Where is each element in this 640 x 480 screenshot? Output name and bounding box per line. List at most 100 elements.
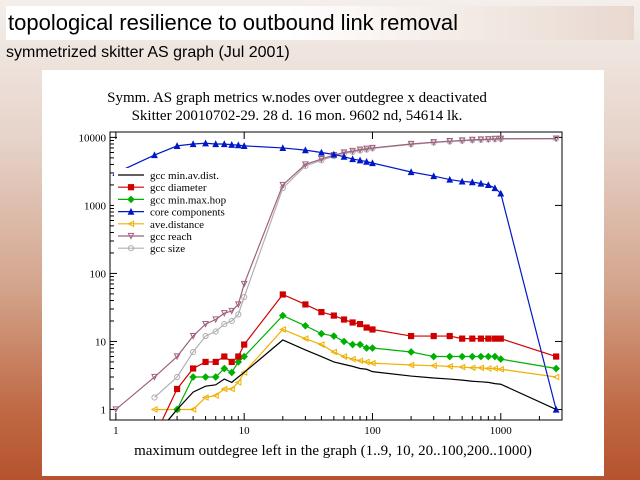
data-point — [202, 320, 209, 328]
data-point — [340, 149, 348, 157]
data-point — [318, 148, 325, 156]
data-point — [240, 352, 248, 361]
data-point — [430, 139, 438, 146]
data-point — [362, 344, 371, 352]
x-tick-label: 100 — [364, 425, 381, 437]
x-tick-label: 10 — [239, 425, 251, 437]
data-point — [356, 146, 364, 154]
data-point — [212, 140, 220, 148]
legend-marker — [127, 232, 135, 240]
data-point — [468, 136, 476, 144]
data-point — [330, 348, 337, 356]
data-point — [317, 341, 325, 348]
data-point — [234, 141, 242, 149]
data-point — [189, 373, 197, 381]
data-point — [189, 332, 197, 340]
series-line — [167, 314, 557, 420]
data-point — [446, 138, 454, 145]
data-point — [407, 140, 415, 148]
data-point — [221, 353, 228, 360]
data-point — [317, 329, 326, 338]
data-point — [173, 373, 181, 381]
data-point — [228, 307, 236, 315]
data-point — [363, 157, 371, 165]
data-point — [211, 392, 219, 399]
data-point — [458, 352, 466, 361]
data-point — [234, 358, 243, 366]
data-point — [212, 328, 219, 335]
data-point — [477, 136, 485, 144]
series-line — [161, 293, 557, 420]
data-point — [484, 181, 492, 189]
data-point — [430, 172, 438, 180]
data-point — [228, 141, 236, 148]
data-point — [446, 332, 453, 340]
data-point — [491, 135, 499, 143]
data-point — [349, 319, 356, 326]
data-point — [484, 136, 492, 143]
y-tick-label: 100 — [90, 268, 107, 280]
data-point — [430, 332, 437, 340]
data-point — [228, 358, 235, 366]
data-point — [446, 362, 453, 370]
data-point — [227, 368, 236, 377]
data-point — [190, 348, 197, 356]
data-point — [201, 373, 210, 381]
data-point — [458, 137, 466, 145]
data-point — [151, 373, 158, 381]
data-point — [407, 168, 415, 176]
data-point — [173, 385, 181, 393]
data-point — [552, 364, 560, 373]
data-point — [189, 140, 197, 148]
data-point — [240, 369, 248, 376]
data-point — [152, 434, 157, 439]
data-point — [301, 146, 309, 154]
data-point — [220, 140, 228, 148]
data-point — [552, 135, 560, 143]
data-point — [202, 358, 209, 366]
data-point — [459, 335, 466, 342]
x-tick-label: 1 — [113, 425, 119, 437]
data-point — [349, 155, 357, 163]
data-point — [173, 353, 181, 361]
legend-marker — [127, 220, 135, 228]
data-point — [201, 394, 209, 401]
data-point — [112, 406, 120, 414]
legend-label: gcc min.av.dist. — [150, 170, 219, 182]
data-point — [477, 352, 485, 361]
data-point — [363, 145, 371, 153]
data-point — [190, 365, 197, 372]
data-point — [368, 359, 376, 367]
data-point — [234, 301, 242, 309]
data-point — [234, 378, 242, 386]
data-point — [301, 321, 310, 330]
legend-marker — [127, 207, 135, 215]
data-point — [491, 184, 499, 192]
data-point — [458, 177, 466, 185]
legend-marker — [127, 184, 135, 191]
data-point — [228, 317, 235, 325]
series-gcc-min-av-dist- — [167, 339, 557, 420]
data-point — [279, 144, 287, 152]
data-point — [228, 385, 235, 393]
series-line — [167, 339, 557, 420]
data-point — [468, 178, 476, 186]
data-point — [369, 326, 376, 333]
data-point — [356, 357, 364, 365]
data-point — [429, 362, 437, 370]
data-point — [279, 181, 287, 189]
data-point — [369, 144, 376, 152]
data-point — [497, 365, 504, 373]
data-point — [302, 301, 309, 308]
series-line — [154, 328, 557, 411]
series-line — [115, 137, 557, 410]
data-point — [446, 175, 454, 183]
data-point — [497, 189, 505, 197]
data-point — [240, 142, 248, 149]
chart-svg: Symm. AS graph metrics w.nodes over outd… — [79, 90, 563, 459]
legend-box — [114, 168, 244, 260]
data-point — [212, 316, 220, 324]
data-point — [356, 340, 364, 349]
data-point — [202, 139, 209, 147]
data-point — [356, 320, 364, 328]
